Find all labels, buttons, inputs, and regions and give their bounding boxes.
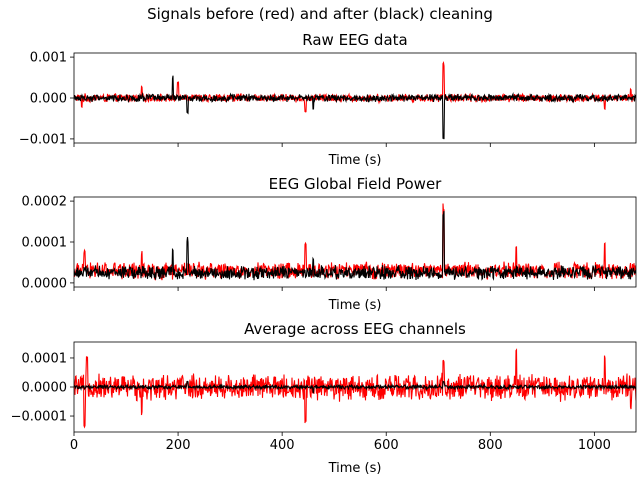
panel-2-y-tick-label: 0.0000 (22, 276, 68, 291)
panel-3-plot-area: −0.0001 0.0000 0.0001 0 200 400 600 800 1000 (11, 341, 637, 453)
panel-1-y-tick-label: 0.000 (30, 92, 67, 107)
panel-2-series-1-line (74, 203, 636, 281)
panel-2-y-tick-label: 0.0002 (22, 195, 68, 210)
figure-suptitle: Signals before (red) and after (black) c… (147, 5, 493, 23)
panel-1-title: Raw EEG data (302, 31, 407, 49)
panel-3-title: Average across EEG channels (244, 320, 466, 338)
panel-3-xlabel: Time (s) (328, 461, 382, 476)
panel-2-series-2-line (74, 211, 636, 281)
panel-3-series-1-line (74, 348, 636, 429)
panel-2-y-tick-label: 0.0001 (22, 236, 68, 251)
panel-3-series-2-line (74, 380, 636, 394)
panel-1-y-tick-label: 0.001 (30, 51, 67, 66)
panel-1-y-tick-label: −0.001 (19, 132, 67, 147)
panel-3-y-tick-label: 0.0001 (22, 351, 68, 366)
panel-3-y-tick-label: 0.0000 (22, 381, 68, 396)
panel-3-x-tick-label: 400 (270, 438, 295, 453)
panel-3-x-tick-label: 1000 (578, 438, 611, 453)
panel-3-x-tick-label: 800 (478, 438, 503, 453)
panel-3-x-tick-label: 600 (374, 438, 399, 453)
panel-1-xlabel: Time (s) (328, 153, 382, 168)
panel-1-series-2-line (74, 75, 636, 140)
panel-2-plot-area: 0.0000 0.0001 0.0002 (22, 195, 637, 291)
panel-2-title: EEG Global Field Power (269, 175, 443, 193)
panel-2-xlabel: Time (s) (328, 298, 382, 313)
panel-1-plot-area: −0.001 0.000 0.001 (19, 51, 637, 147)
panel-3-x-tick-label: 0 (70, 438, 78, 453)
panel-3-x-tick-label: 200 (166, 438, 191, 453)
panel-3-y-tick-label: −0.0001 (11, 410, 67, 425)
